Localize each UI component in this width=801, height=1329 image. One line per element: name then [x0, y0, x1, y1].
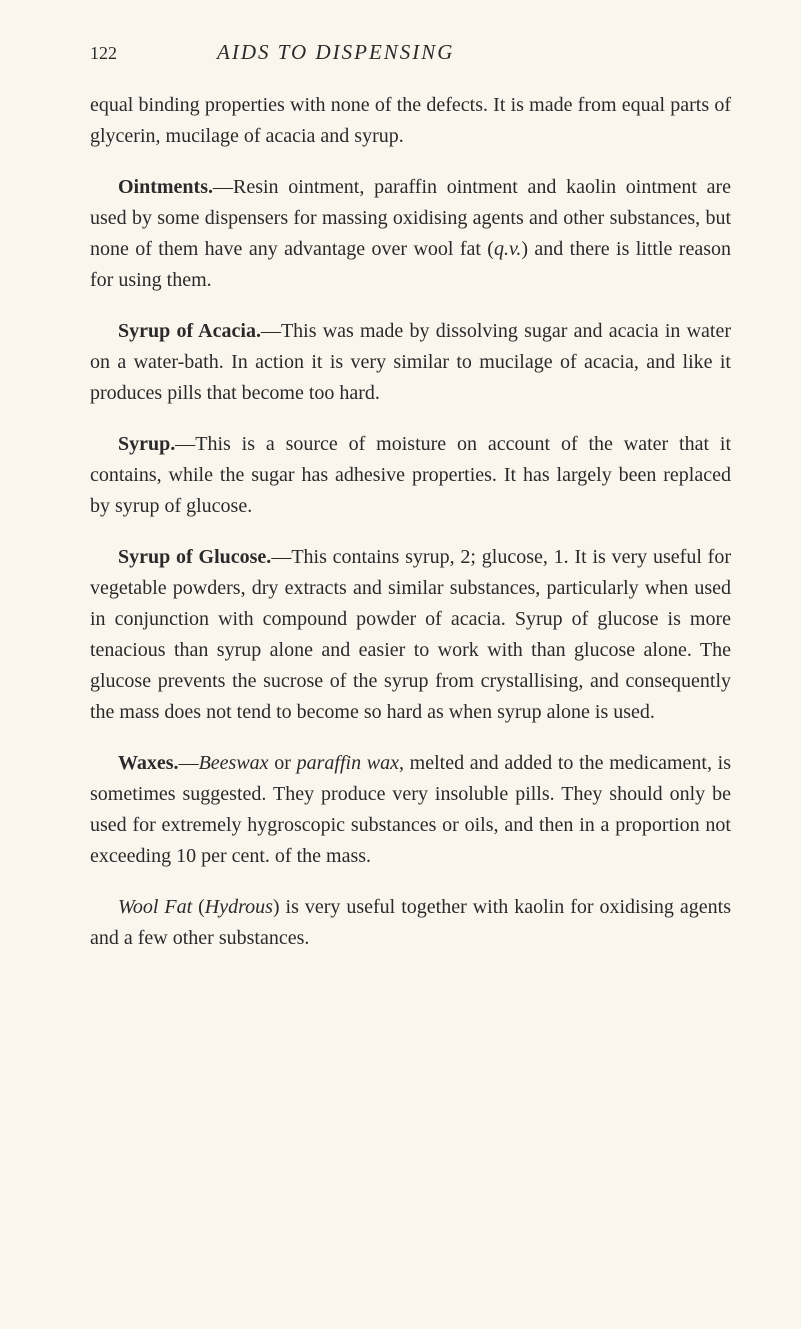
paragraph-ointments: Ointments.—Resin ointment, paraffin oint… [90, 172, 731, 296]
text-segment: ( [198, 896, 205, 918]
text-segment: —This contains syrup, 2; glucose, 1. It … [90, 546, 731, 723]
term-hydrous: Hydrous [205, 896, 273, 918]
term-paraffin-wax: paraffin wax [297, 752, 399, 774]
section-label-waxes: Waxes. [118, 752, 179, 774]
text-segment: — [179, 752, 199, 774]
term-wool-fat: Wool Fat [118, 896, 198, 918]
section-label-ointments: Ointments. [118, 176, 213, 198]
section-label-syrup: Syrup. [118, 433, 175, 455]
paragraph-syrup: Syrup.—This is a source of moisture on a… [90, 429, 731, 522]
term-beeswax: Beeswax [199, 752, 269, 774]
reference-qv: q.v. [494, 238, 521, 260]
section-label-syrup-acacia: Syrup of Acacia. [118, 320, 261, 342]
page-header: 122 AIDS TO DISPENSING [90, 40, 731, 65]
paragraph-continuation: equal binding properties with none of th… [90, 90, 731, 152]
paragraph-syrup-glucose: Syrup of Glucose.—This contains syrup, 2… [90, 542, 731, 728]
paragraph-wool-fat: Wool Fat (Hydrous) is very useful togeth… [90, 892, 731, 954]
paragraph-syrup-acacia: Syrup of Acacia.—This was made by dissol… [90, 316, 731, 409]
paragraph-waxes: Waxes.—Beeswax or paraffin wax, melted a… [90, 748, 731, 872]
document-page: 122 AIDS TO DISPENSING equal binding pro… [0, 0, 801, 1329]
section-label-syrup-glucose: Syrup of Glucose. [118, 546, 271, 568]
text-segment: —This is a source of moisture on account… [90, 433, 731, 517]
chapter-title: AIDS TO DISPENSING [217, 40, 454, 65]
text-segment: or [269, 752, 297, 774]
page-number: 122 [90, 43, 117, 64]
